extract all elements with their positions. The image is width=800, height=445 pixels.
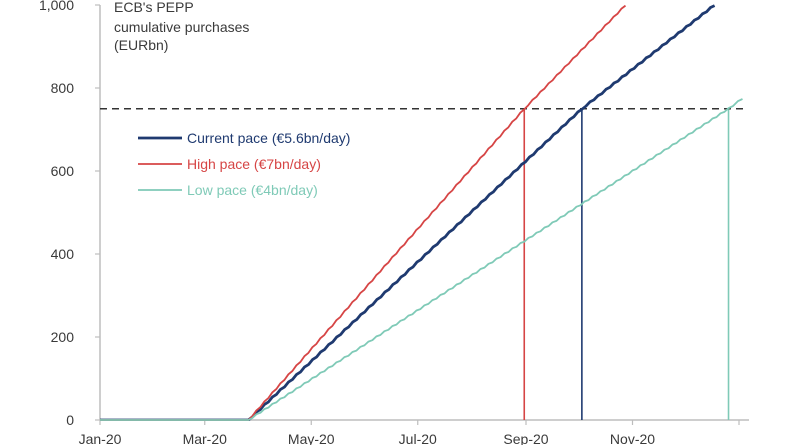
legend-label-1: High pace (€7bn/day) xyxy=(187,156,321,172)
legend-label-0: Current pace (€5.6bn/day) xyxy=(187,130,350,146)
x-tick-label: Jul-20 xyxy=(399,431,437,445)
series-line-2 xyxy=(100,98,743,421)
chart-title: ECB's PEPP cumulative purchases (EURbn) xyxy=(114,0,249,53)
legend: Current pace (€5.6bn/day) High pace (€7bn… xyxy=(138,130,350,198)
y-tick-label: 200 xyxy=(51,329,75,345)
x-tick-label: May-20 xyxy=(288,431,335,445)
title-line-3: (EURbn) xyxy=(114,37,168,53)
legend-label-2: Low pace (€4bn/day) xyxy=(187,182,318,198)
series-line-1 xyxy=(100,4,627,421)
y-tick-label: 800 xyxy=(51,80,75,96)
series-line-0 xyxy=(100,4,716,421)
y-tick-label: 400 xyxy=(51,246,75,262)
x-tick-label: Mar-20 xyxy=(183,431,228,445)
y-tick-label: 1,000 xyxy=(39,0,74,13)
x-tick-label: Sep-20 xyxy=(503,431,548,445)
series-lines xyxy=(100,4,743,421)
y-axis: 0 200 400 600 800 1,000 xyxy=(39,0,101,428)
x-tick-label: Nov-20 xyxy=(610,431,655,445)
drop-lines xyxy=(523,108,730,420)
title-line-1: ECB's PEPP xyxy=(114,0,194,15)
y-tick-label: 0 xyxy=(66,412,74,428)
y-tick-label: 600 xyxy=(51,163,75,179)
title-line-2: cumulative purchases xyxy=(114,19,249,35)
x-axis: Jan-20 Mar-20 May-20 Jul-20 Sep-20 Nov-20 xyxy=(79,419,749,445)
x-tick-label: Jan-20 xyxy=(79,431,122,445)
